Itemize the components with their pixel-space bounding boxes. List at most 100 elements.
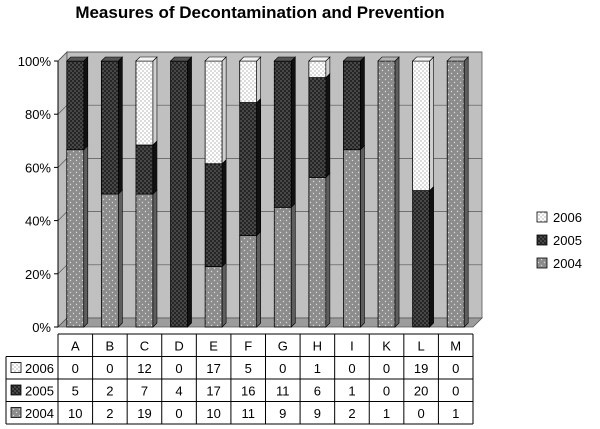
- table-cell: 0: [452, 361, 459, 376]
- bar-E: [204, 56, 227, 328]
- category-label: C: [140, 339, 149, 354]
- bar-side-2005: [118, 56, 123, 195]
- y-tick-label: 100%: [18, 54, 52, 69]
- bar-segment-2004: [446, 60, 465, 328]
- table-cell: 1: [452, 406, 459, 421]
- bar-segment-2004: [239, 235, 258, 328]
- table-cell: 0: [418, 406, 425, 421]
- bar-segment-2004: [308, 176, 327, 328]
- bar-side-2004: [152, 189, 158, 328]
- bar-side-2005: [429, 185, 434, 328]
- bar-side-2004: [118, 189, 123, 328]
- bar-side-2006: [221, 56, 227, 165]
- table-cell: 0: [348, 361, 355, 376]
- category-label: M: [450, 339, 461, 354]
- table-cell: 0: [175, 361, 182, 376]
- bar-top: [377, 56, 400, 62]
- bar-side-2005: [221, 159, 227, 268]
- legend-key-2006: [536, 211, 548, 223]
- bar-side-2005: [290, 56, 296, 209]
- bar-top: [446, 56, 469, 62]
- legend-key-2005: [536, 234, 548, 246]
- legend-label-2005: 2005: [553, 233, 582, 248]
- bar-segment-2005: [308, 77, 327, 178]
- table-cell: 7: [141, 384, 148, 399]
- bar-segment-2005: [412, 190, 431, 328]
- bar-side-2004: [256, 230, 262, 328]
- bar-segment-2006: [412, 60, 431, 191]
- bar-top: [308, 56, 331, 62]
- bar-C: [135, 56, 158, 328]
- side-wall: [57, 51, 68, 328]
- table-cell: 2: [106, 384, 113, 399]
- bar-segment-2004: [343, 149, 361, 328]
- table-cell: 0: [383, 361, 390, 376]
- bar-L: [411, 56, 435, 328]
- bar-segment-2005: [170, 60, 188, 328]
- bar-segment-2005: [343, 60, 361, 151]
- y-tick-label: 80%: [25, 107, 51, 122]
- bar-segment-2006: [135, 60, 154, 146]
- bar-top: [100, 56, 124, 62]
- bar-K: [377, 56, 400, 328]
- bar-side-2006: [152, 56, 158, 146]
- table-cell: 1: [314, 361, 321, 376]
- table-cell: 11: [276, 384, 290, 399]
- bar-M: [446, 56, 469, 328]
- bar-segment-2005: [135, 144, 154, 195]
- table-cell: 1: [348, 384, 355, 399]
- table-cell: 12: [137, 361, 151, 376]
- bar-segment-2006: [308, 60, 327, 79]
- table-cell: 5: [72, 384, 79, 399]
- bar-segment-2005: [273, 60, 292, 208]
- table-cell: 0: [383, 384, 390, 399]
- bar-side-2004: [221, 261, 227, 328]
- floor: [57, 317, 483, 328]
- gridline: [57, 51, 482, 62]
- bar-side-2005: [152, 140, 158, 195]
- bar-side-2004: [394, 56, 400, 328]
- bar-A: [66, 56, 89, 328]
- y-axis: 0% 20% 40% 60% 80% 100%: [18, 54, 59, 335]
- table-cell: 10: [68, 406, 82, 421]
- category-label: A: [71, 339, 80, 354]
- bar-top: [135, 56, 158, 62]
- bar-segment-2005: [204, 163, 223, 267]
- bar-segment-2004: [100, 193, 119, 328]
- bar-side-2005: [187, 56, 192, 328]
- bar-side-2006: [429, 56, 434, 192]
- table-legend-key: [10, 407, 22, 418]
- table-cell: 0: [279, 361, 286, 376]
- table-cell: 0: [452, 384, 459, 399]
- bar-H: [308, 56, 331, 328]
- table-cell: 2: [106, 406, 113, 421]
- bar-side-2004: [325, 172, 331, 328]
- table-series-label: 2004: [25, 406, 54, 421]
- legend-label-2006: 2006: [553, 210, 582, 225]
- table-cell: 16: [241, 384, 255, 399]
- legend: 2006 2005 2004: [531, 203, 595, 275]
- y-tick-label: 40%: [25, 214, 51, 229]
- bar-side-2005: [325, 72, 331, 179]
- category-label: I: [350, 339, 354, 354]
- category-label: E: [209, 339, 218, 354]
- bar-side-2005: [360, 56, 365, 151]
- table-cell: 0: [106, 361, 113, 376]
- table-cell: 4: [175, 384, 182, 399]
- bars: [66, 56, 469, 328]
- bar-segment-2004: [135, 193, 154, 328]
- chart-title: Measures of Decontamination and Preventi…: [75, 3, 445, 22]
- table-cell: 6: [314, 384, 321, 399]
- bar-side-2004: [463, 56, 469, 328]
- table-legend-key: [10, 362, 22, 373]
- bar-side-2006: [256, 56, 262, 104]
- bar-I: [342, 56, 366, 328]
- category-label: D: [174, 339, 183, 354]
- table-cell: 19: [414, 361, 428, 376]
- category-label: F: [244, 339, 252, 354]
- table-series-label: 2006: [25, 361, 54, 376]
- bar-segment-2004: [66, 149, 85, 328]
- bar-side-2005: [256, 97, 262, 237]
